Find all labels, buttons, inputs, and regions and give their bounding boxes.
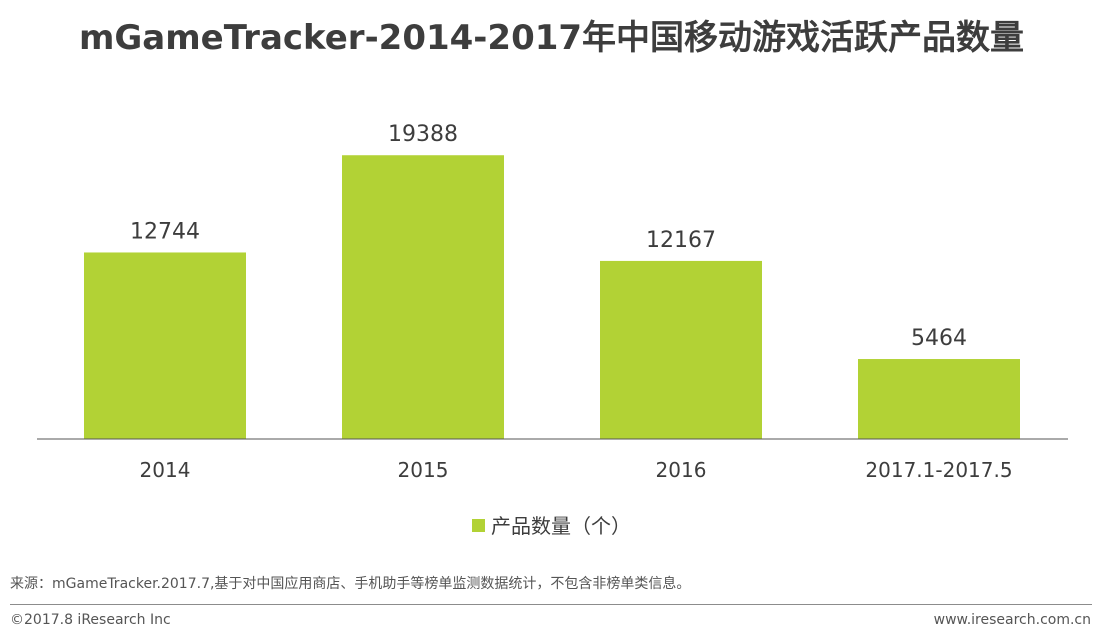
footer-divider <box>10 604 1092 605</box>
x-tick-label-2014: 2014 <box>140 458 191 482</box>
source-note: 来源：mGameTracker.2017.7,基于对中国应用商店、手机助手等榜单… <box>10 576 691 592</box>
bar-2016 <box>600 260 762 439</box>
legend-label: 产品数量（个） <box>491 514 631 538</box>
chart-title: mGameTracker-2014-2017年中国移动游戏活跃产品数量 <box>78 18 1025 58</box>
legend: 产品数量（个） <box>0 510 1103 539</box>
bar-chart: 12744 19388 12167 5464 2014 2015 2016 2017.1-2… <box>37 122 1068 482</box>
tick-labels-layer: 2014 2015 2016 2017.1-2017.5 <box>140 458 1013 482</box>
website-url: www.iresearch.com.cn <box>933 612 1091 628</box>
value-label-2015: 19388 <box>388 122 458 147</box>
value-labels-layer: 12744 19388 12167 5464 <box>130 122 967 351</box>
x-tick-label-2016: 2016 <box>656 458 707 482</box>
value-label-2014: 12744 <box>130 219 200 244</box>
legend-swatch <box>472 519 485 532</box>
bar-2015 <box>342 155 504 440</box>
bars-layer <box>84 155 1020 440</box>
bar-2017.1-2017.5 <box>858 359 1020 439</box>
copyright: ©2017.8 iResearch Inc <box>10 612 171 628</box>
x-tick-label-2015: 2015 <box>398 458 449 482</box>
value-label-2017.1-2017.5: 5464 <box>911 326 967 351</box>
value-label-2016: 12167 <box>646 228 716 253</box>
x-tick-label-2017.1-2017.5: 2017.1-2017.5 <box>865 458 1012 482</box>
bar-2014 <box>84 252 246 439</box>
